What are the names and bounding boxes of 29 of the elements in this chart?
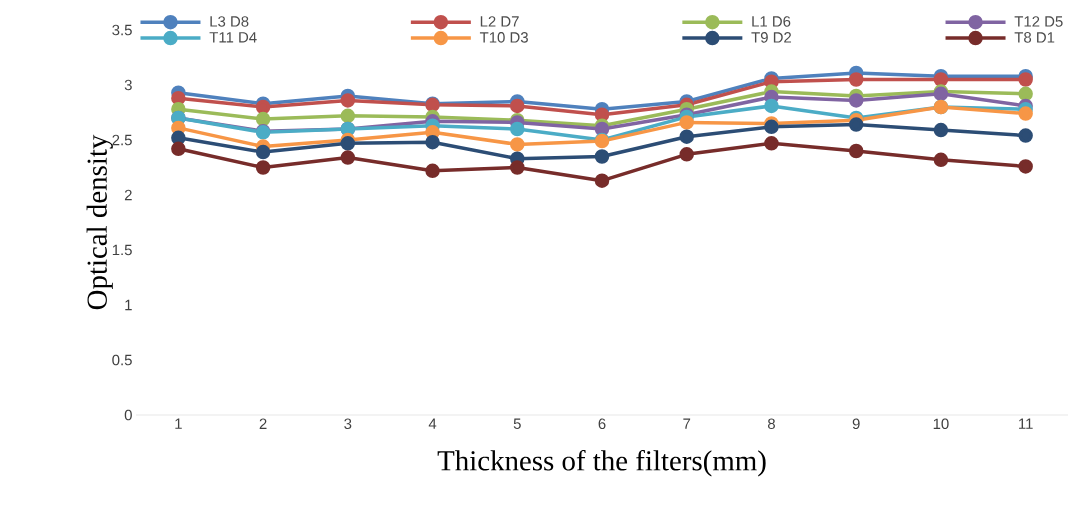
y-tick-label: 3.5: [112, 24, 132, 36]
x-tick-label: 9: [852, 418, 860, 430]
legend-label: L3 D8: [210, 16, 249, 27]
x-tick-label: 1: [175, 418, 182, 429]
legend-label: T10 D3: [479, 32, 528, 43]
y-axis-title: Optical density: [86, 134, 113, 310]
x-tick-label: 8: [767, 418, 775, 430]
x-tick-label: 4: [428, 418, 437, 429]
x-tick-label: 2: [259, 418, 267, 429]
legend-label: T9 D2: [751, 32, 792, 43]
x-tick-label: 10: [933, 418, 949, 430]
legend-label: T12 D5: [1014, 16, 1063, 27]
x-axis-title: Thickness of the filters(mm): [437, 449, 766, 477]
legend-label: T11 D4: [209, 32, 257, 43]
legend-label: T8 D1: [1014, 32, 1055, 43]
y-tick-label: 2.5: [112, 134, 132, 146]
x-tick-label: 3: [344, 418, 352, 430]
legend-label: L1 D6: [752, 16, 791, 27]
y-tick-label: 2: [124, 189, 132, 201]
x-tick-label: 5: [513, 418, 521, 429]
x-tick-label: 11: [1019, 418, 1033, 429]
x-tick-label: 6: [598, 418, 606, 430]
y-tick-label: 3: [124, 79, 132, 91]
y-tick-label: 0: [124, 409, 132, 421]
x-tick-label: 7: [683, 418, 691, 429]
y-tick-label: 1: [125, 299, 132, 311]
y-tick-label: 0.5: [112, 354, 132, 366]
y-tick-label: 1.5: [112, 244, 132, 256]
legend-label: L2 D7: [480, 16, 519, 27]
